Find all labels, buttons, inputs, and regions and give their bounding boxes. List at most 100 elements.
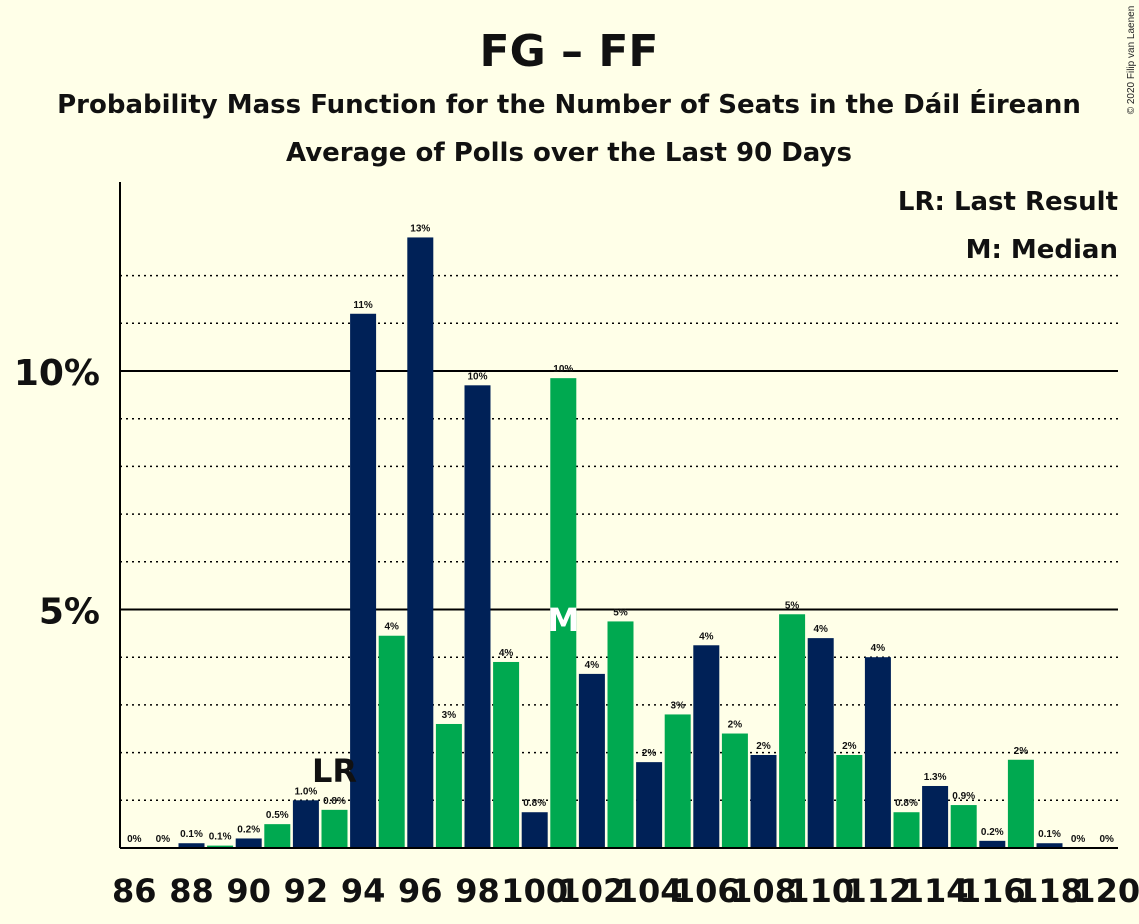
bar-label-seat-102: 4%: [585, 660, 600, 671]
x-tick-98: 98: [455, 872, 500, 910]
x-tick-118: 118: [1016, 872, 1083, 910]
bar-seat-116: [979, 840, 1006, 848]
bar-seat-118: [1036, 843, 1063, 848]
bar-label-seat-97: 3%: [442, 710, 457, 721]
x-tick-104: 104: [616, 872, 683, 910]
x-tick-88: 88: [169, 872, 214, 910]
bar-seat-109: [779, 614, 806, 848]
bar-label-seat-89: 0.1%: [209, 832, 232, 843]
bar-seat-90: [235, 838, 262, 848]
x-tick-94: 94: [341, 872, 386, 910]
bar-label-seat-87: 0%: [156, 834, 171, 845]
bar-label-seat-108: 2%: [756, 741, 771, 752]
bar-seat-101: [550, 378, 577, 848]
bar-label-seat-106: 4%: [699, 631, 714, 642]
bar-label-seat-109: 5%: [785, 600, 800, 611]
bar-seat-102: [578, 673, 605, 848]
chart-subtitle-2: Average of Polls over the Last 90 Days: [286, 138, 852, 168]
bar-label-seat-98: 10%: [467, 371, 487, 382]
x-tick-96: 96: [398, 872, 443, 910]
bar-label-seat-95: 4%: [384, 622, 399, 633]
bar-seat-89: [207, 845, 234, 848]
bar-seat-105: [664, 714, 691, 848]
x-tick-92: 92: [284, 872, 329, 910]
bar-seat-92: [292, 800, 319, 848]
x-tick-120: 120: [1073, 872, 1139, 910]
bar-seat-96: [407, 237, 434, 848]
last-result-marker: LR: [312, 752, 357, 790]
y-tick-5: 5%: [39, 592, 100, 633]
bar-label-seat-111: 2%: [842, 741, 857, 752]
x-tick-114: 114: [902, 872, 969, 910]
bar-label-seat-110: 4%: [813, 624, 828, 635]
bar-label-seat-115: 0.9%: [952, 791, 975, 802]
bar-label-seat-90: 0.2%: [237, 824, 260, 835]
bar-seat-95: [378, 635, 405, 848]
bar-seat-112: [864, 657, 891, 848]
copyright-notice: © 2020 Filip van Laenen: [1126, 6, 1137, 115]
bar-label-seat-114: 1.3%: [924, 772, 947, 783]
bar-seat-110: [807, 638, 834, 848]
bar-label-seat-103: 5%: [613, 607, 628, 618]
bar-label-seat-88: 0.1%: [180, 829, 203, 840]
bar-seat-100: [521, 812, 548, 848]
median-marker: M: [547, 601, 579, 639]
bar-seat-111: [836, 754, 863, 848]
x-tick-labels: 86 88 90 92 94 96 98 10010210410610811011211411…: [112, 872, 1139, 910]
bar-label-seat-94: 11%: [353, 300, 373, 311]
bar-seat-93: [321, 809, 348, 848]
bar-label-seat-100: 0.8%: [523, 798, 546, 809]
bar-label-seat-112: 4%: [871, 643, 886, 654]
bar-label-seat-113: 0.8%: [895, 798, 918, 809]
bar-label-seat-99: 4%: [499, 648, 514, 659]
chart-subtitle: Probability Mass Function for the Number…: [57, 88, 1081, 120]
bar-label-seat-105: 3%: [670, 700, 685, 711]
bar-label-seat-93: 0.8%: [323, 796, 346, 807]
x-tick-100: 100: [501, 872, 568, 910]
bar-label-seat-120: 0%: [1099, 834, 1114, 845]
bar-label-seat-86: 0%: [127, 834, 142, 845]
x-tick-90: 90: [226, 872, 271, 910]
legend-median: M: Median: [966, 235, 1118, 265]
bar-label-seat-117: 2%: [1014, 746, 1029, 757]
bar-seat-106: [693, 645, 720, 848]
x-tick-108: 108: [730, 872, 797, 910]
bar-label-seat-107: 2%: [728, 720, 743, 731]
bar-seat-99: [493, 661, 520, 848]
x-tick-110: 110: [787, 872, 854, 910]
bar-label-seat-104: 2%: [642, 748, 657, 759]
chart-title: FG – FF: [480, 26, 659, 77]
bar-label-seat-91: 0.5%: [266, 810, 289, 821]
x-tick-86: 86: [112, 872, 157, 910]
bar-label-seat-101: 10%: [553, 364, 573, 375]
bar-label-seat-92: 1.0%: [295, 786, 318, 797]
bar-seat-94: [350, 313, 377, 848]
bar-seat-108: [750, 754, 777, 848]
bar-seat-97: [435, 723, 462, 848]
bar-seat-98: [464, 385, 491, 848]
bar-label-seat-119: 0%: [1071, 834, 1086, 845]
x-tick-112: 112: [845, 872, 912, 910]
bar-value-labels: 0% 0% 0.1% 0.1% 0.2% 0.5% 1.0% 0.8% 11% 4% 13% 3% 10…: [127, 223, 1114, 845]
bar-seat-103: [607, 621, 634, 848]
x-tick-102: 102: [559, 872, 626, 910]
bar-label-seat-118: 0.1%: [1038, 829, 1061, 840]
x-tick-116: 116: [959, 872, 1026, 910]
y-tick-10: 10%: [14, 353, 100, 394]
markers: LR M: [312, 601, 579, 790]
legend-last-result: LR: Last Result: [898, 187, 1118, 217]
bar-seat-113: [893, 812, 920, 848]
bar-seat-114: [922, 785, 949, 848]
bar-seat-88: [178, 843, 205, 848]
y-tick-labels: 5% 10%: [14, 353, 100, 633]
bar-label-seat-116: 0.2%: [981, 827, 1004, 838]
bar-seat-107: [721, 733, 748, 848]
bar-seat-104: [636, 762, 663, 848]
bar-series: [178, 237, 1063, 848]
bar-label-seat-96: 13%: [410, 223, 430, 234]
axes: [119, 182, 1118, 849]
bar-seat-115: [950, 805, 977, 848]
bar-seat-91: [264, 824, 291, 848]
x-tick-106: 106: [673, 872, 740, 910]
